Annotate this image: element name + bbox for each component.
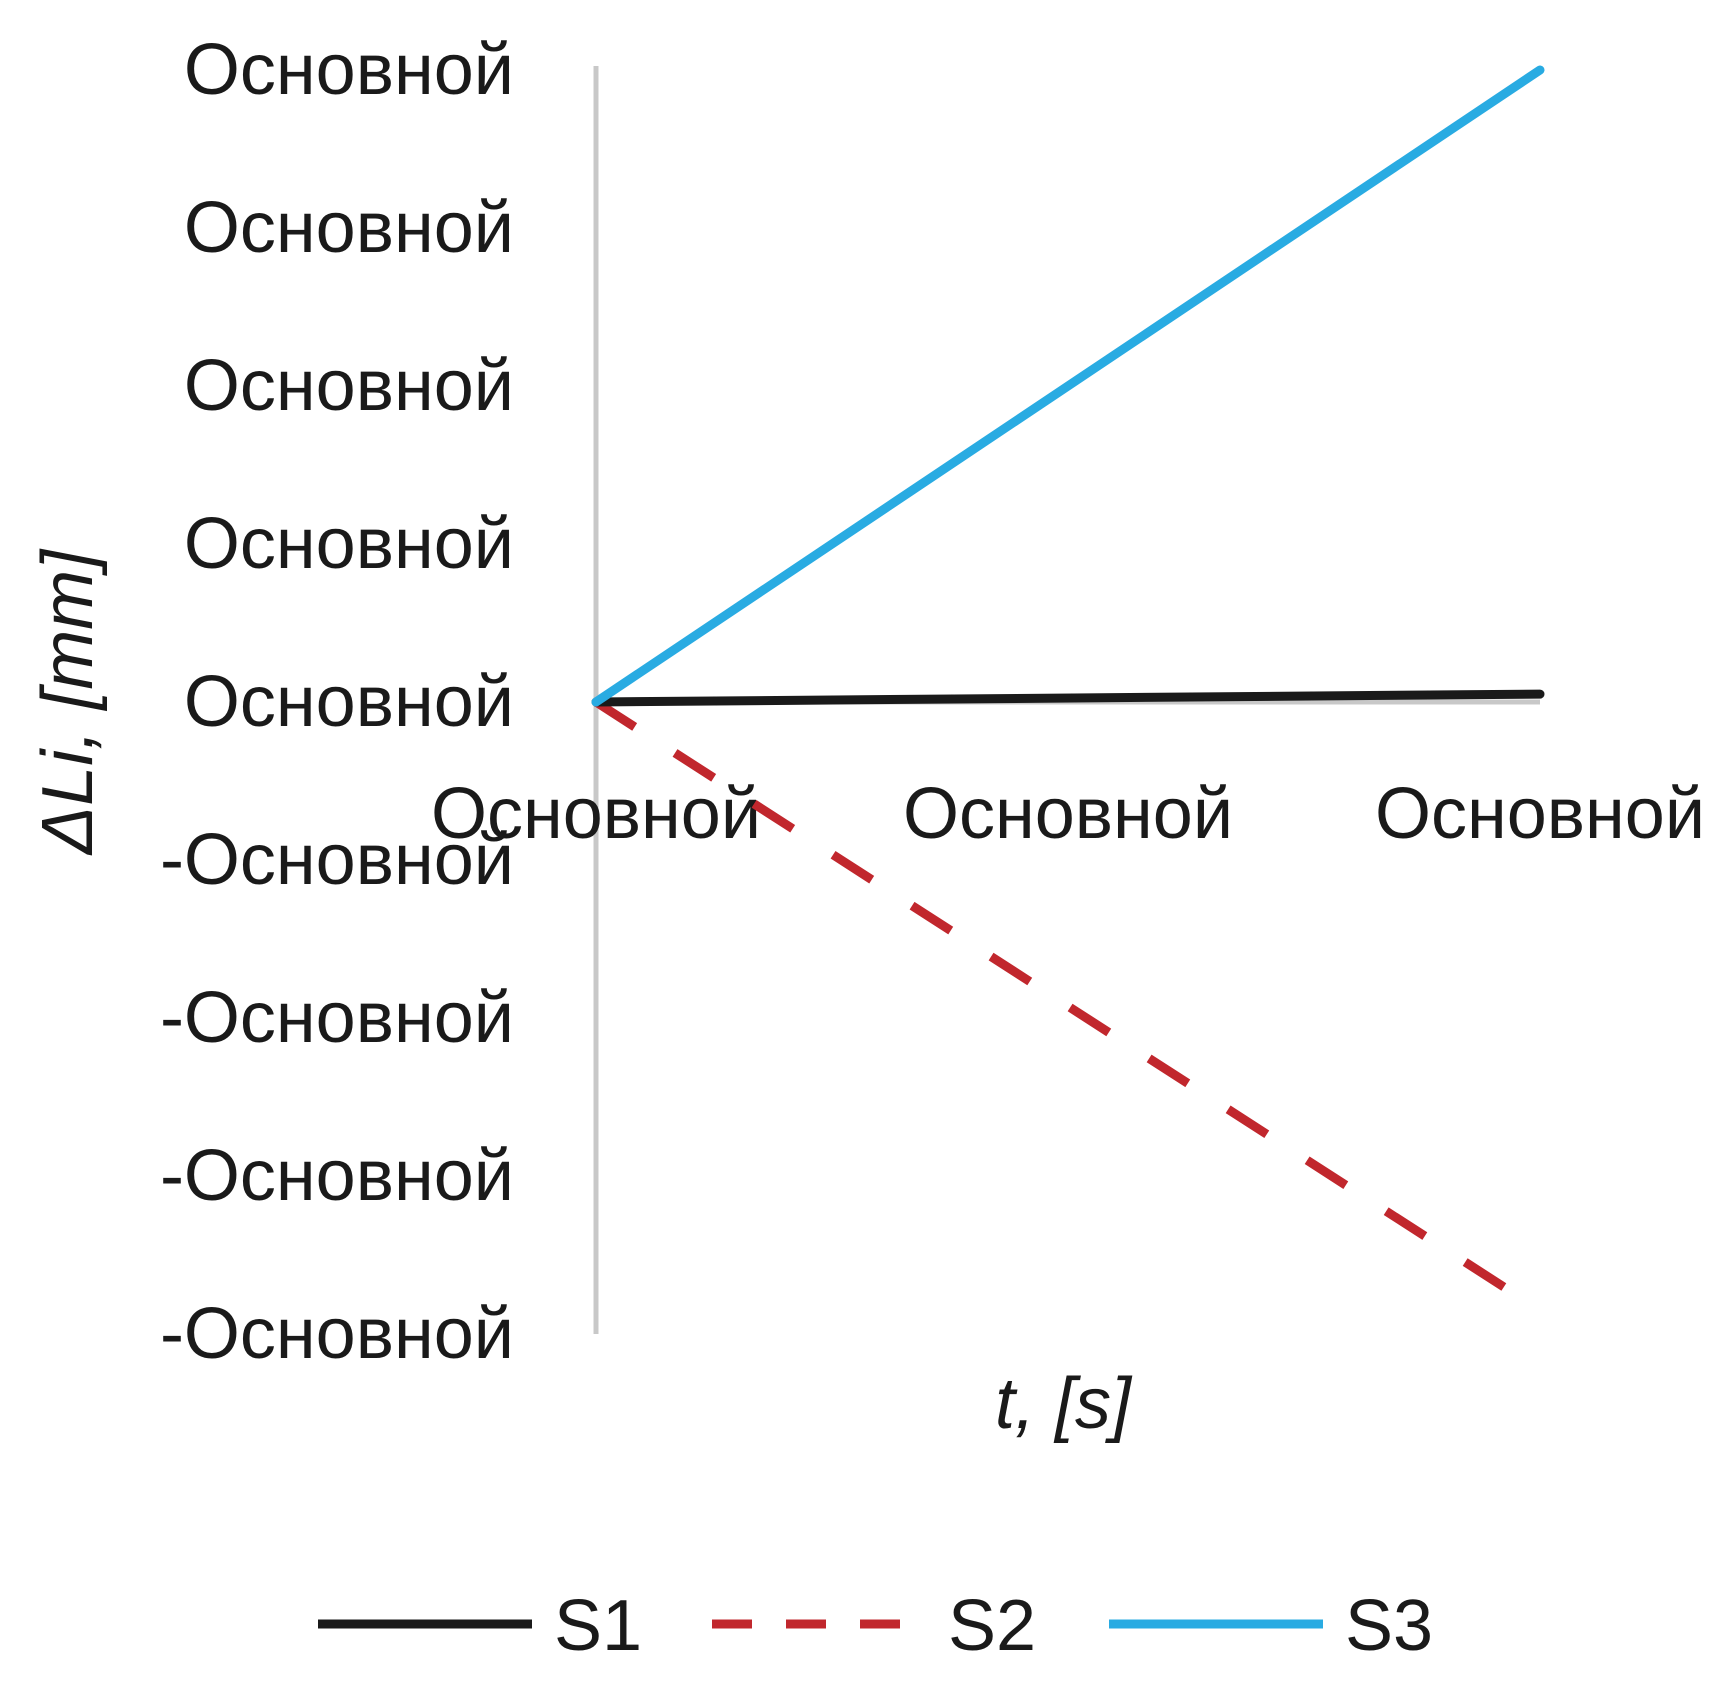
legend-label-s1: S1 <box>554 1586 642 1666</box>
series-line-s1 <box>591 689 1545 707</box>
y-tick-label: -Основной <box>160 820 514 900</box>
legend: S1 S2 S3 <box>318 1586 1433 1666</box>
x-tick-label: Основной <box>431 774 761 854</box>
y-tick-label: -Основной <box>160 1136 514 1216</box>
series-lines <box>591 65 1545 1315</box>
series-line-s3 <box>591 65 1545 707</box>
x-axis-title: t, [s] <box>995 1364 1133 1444</box>
y-tick-label: -Основной <box>160 1294 514 1374</box>
x-tick-label: Основной <box>903 774 1233 854</box>
y-tick-label: Основной <box>184 188 514 268</box>
legend-label-s2: S2 <box>948 1586 1036 1666</box>
y-tick-label: Основной <box>184 346 514 426</box>
y-tick-label: Основной <box>184 662 514 742</box>
x-tick-label: Основной <box>1375 774 1705 854</box>
legend-label-s3: S3 <box>1345 1586 1433 1666</box>
y-tick-label: Основной <box>184 504 514 584</box>
y-tick-label: -Основной <box>160 978 514 1058</box>
x-tick-labels: Основной Основной Основной <box>431 774 1705 854</box>
y-tick-labels: Основной Основной Основной Основной Основной… <box>160 30 514 1374</box>
y-axis-title: ΔLi, [mm] <box>28 548 108 856</box>
y-tick-label: Основной <box>184 30 514 110</box>
